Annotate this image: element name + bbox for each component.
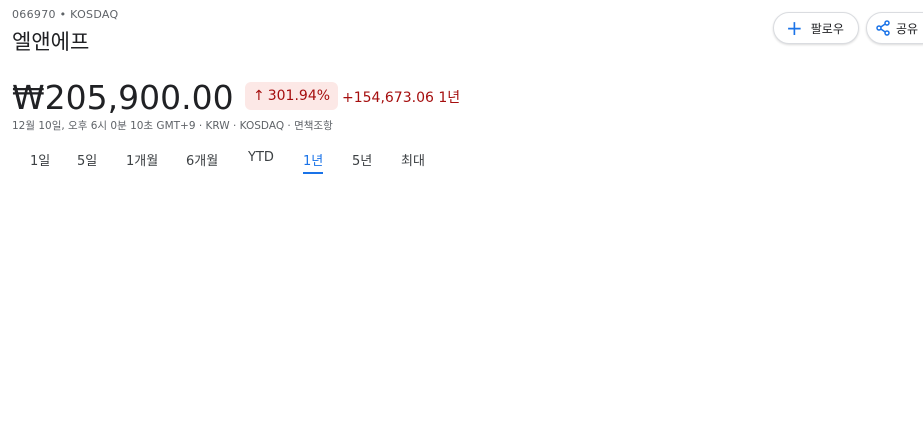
range-tab[interactable]: 6개월 [186,154,219,169]
range-tab[interactable]: 5년 [352,154,373,169]
share-icon: 50,000100,000150,000200,000250,0002021년 … [876,20,890,36]
follow-label: 팔로우 [810,21,844,36]
meta-line: 12월 10일, 오후 6시 0분 10초 GMT+9 · KRW · KOSD… [12,120,333,132]
range-tab[interactable]: YTD [248,150,274,165]
change-period: 1년 [438,90,461,106]
change-value: +154,673.06 [342,90,434,106]
change-percent: 301.94% [267,88,331,104]
plus-icon: + [786,16,803,40]
ticker: 066970 • KOSDAQ [12,8,119,21]
change-percent-chip: ↑ 301.94% [245,82,339,110]
range-tab[interactable]: 1년 [303,150,324,174]
share-label: 공유 [896,21,919,36]
price: ₩205,900.00 [12,78,234,117]
range-tab[interactable]: 5일 [77,154,98,169]
up-arrow: ↑ [253,88,265,104]
stock-name: 엘앤에프 [12,30,90,54]
share-button[interactable]: 50,000100,000150,000200,000250,0002021년 … [866,12,923,44]
range-tab[interactable]: 최대 [401,154,425,169]
follow-button[interactable]: + 팔로우 [773,12,859,44]
change-value-row: +154,673.06 1년 [342,87,460,107]
range-tab[interactable]: 1일 [30,154,51,169]
range-tab[interactable]: 1개월 [126,154,159,169]
